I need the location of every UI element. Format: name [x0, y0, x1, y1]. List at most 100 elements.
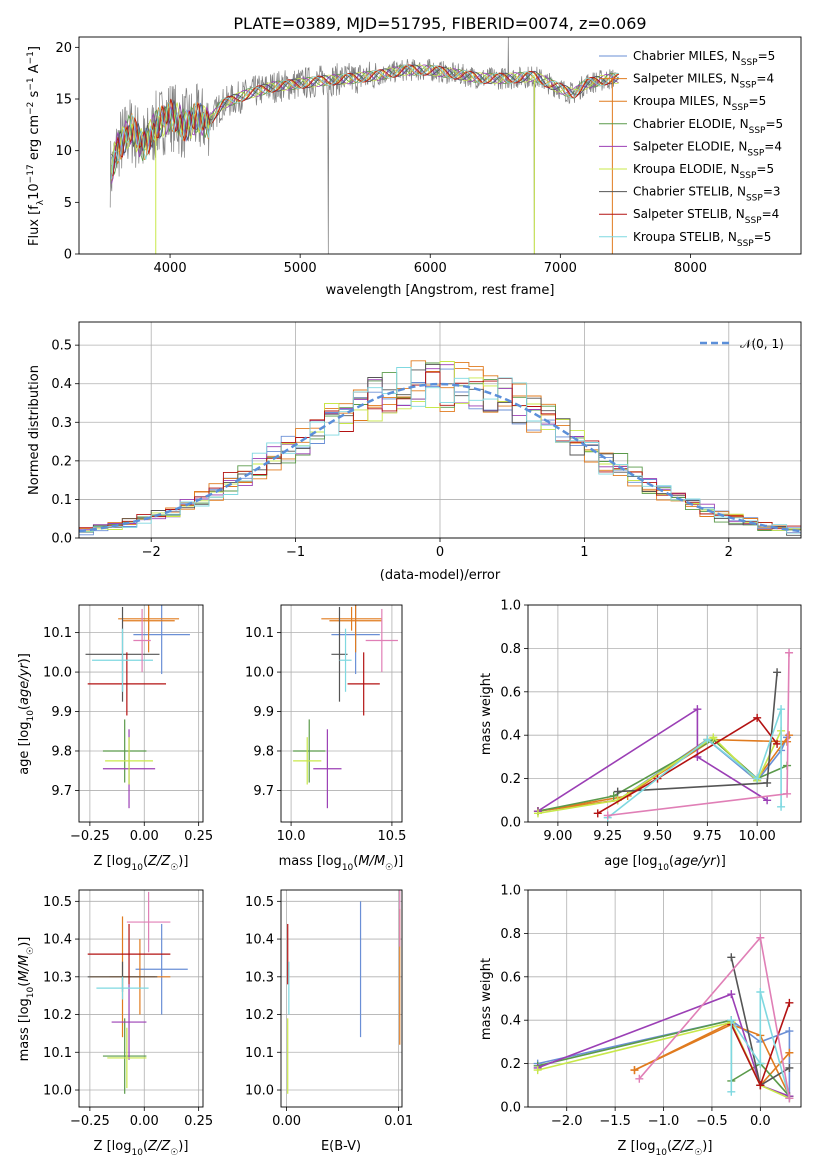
weight-marker-kroupa_stelib [753, 774, 762, 783]
weight-marker-chabrier_stelib [763, 778, 772, 787]
y-axis-label: Normed distribution [27, 365, 42, 495]
y-tick-label: 0.5 [51, 339, 72, 354]
plot-area [533, 933, 794, 1103]
histogram-kroupa_stelib [79, 367, 801, 534]
weight-marker-pink [603, 811, 612, 820]
x-axis-label-massweight-vs-age: age [log10(age/yr)] [604, 854, 726, 873]
plot-area [533, 648, 794, 822]
legend-label: Salpeter MILES, NSSP=4 [633, 72, 774, 91]
model-spectrum-chabrier_stelib [111, 64, 620, 164]
weight-marker-kroupa_miles [785, 731, 794, 740]
weight-marker-kroupa_stelib [777, 705, 786, 714]
x-tick-label: 0.00 [130, 1114, 159, 1129]
axes-frame [78, 604, 204, 823]
y-tick-label: 0.0 [500, 816, 521, 831]
y-tick-label: 9.7 [51, 784, 72, 799]
x-tick-label: 0.25 [184, 829, 213, 844]
legend-label: Chabrier STELIB, NSSP=3 [633, 185, 781, 204]
axes-frame [78, 321, 802, 539]
x-tick-label: −2.0 [551, 1114, 583, 1129]
weight-marker-kroupa_elodie [533, 809, 542, 818]
y-tick-label: 9.9 [253, 705, 274, 720]
x-tick-label: 0 [436, 545, 444, 560]
weight-marker-salpeter_stelib [773, 739, 782, 748]
panel-spectrum: 4000 5000 6000 7000 8000 0 5 10 15 20 [55, 36, 802, 276]
y-tick-label: 0.3 [51, 416, 72, 431]
legend-label: Kroupa MILES, NSSP=5 [633, 94, 766, 113]
panel-age_vs_Z: −0.25 0.00 0.25 9.7 9.8 9.9 10.0 10.1 [43, 604, 213, 844]
plot-area [293, 605, 398, 809]
weight-line-kroupa_stelib [607, 708, 782, 819]
weight-marker-kroupa_stelib [727, 1087, 736, 1096]
x-tick-label: 9.75 [693, 829, 722, 844]
x-tick-label: −0.25 [70, 829, 110, 844]
legend: Chabrier MILES, NSSP=5 Salpeter MILES, NS… [599, 49, 783, 249]
x-tick-label: −1 [286, 545, 305, 560]
weight-marker-kroupa_miles [630, 1066, 639, 1075]
y-tick-label: 15 [55, 93, 72, 108]
plot-area [85, 605, 190, 809]
y-tick-label: 0.8 [500, 927, 521, 942]
weight-marker-chabrier_miles [785, 1027, 794, 1036]
legend-label: Chabrier MILES, NSSP=5 [633, 49, 775, 68]
y-axis-label-mass: mass [log10(M/M☉)] [17, 937, 36, 1062]
y-tick-label: 9.8 [253, 744, 274, 759]
legend: 𝒩(0, 1) [700, 337, 784, 351]
x-tick-label: 10.5 [377, 829, 406, 844]
weight-marker-salpeter_miles [785, 1048, 794, 1057]
y-tick-label: 1.0 [500, 884, 521, 899]
x-tick-label: −1.5 [599, 1114, 631, 1129]
weight-marker-kroupa_stelib [777, 802, 786, 811]
x-tick-label: −2 [142, 545, 161, 560]
x-tick-label: 0.25 [184, 1114, 213, 1129]
y-tick-label: 10.3 [245, 970, 274, 985]
y-tick-label: 10.1 [245, 1046, 274, 1061]
x-tick-label: 10.0 [277, 829, 306, 844]
x-tick-label: 0.00 [130, 829, 159, 844]
x-tick-label: 7000 [544, 261, 577, 276]
weight-marker-pink [785, 1094, 794, 1103]
y-tick-label: 10.5 [245, 895, 274, 910]
y-tick-label: 10.1 [43, 626, 72, 641]
plot-area [109, 37, 620, 254]
axes-frame [527, 889, 802, 1108]
x-axis-label-age-vs-mass: mass [log10(M/M☉)] [279, 854, 404, 873]
y-tick-label: 10.5 [43, 895, 72, 910]
figure-title: PLATE=0389, MJD=51795, FIBERID=0074, z=0… [233, 14, 646, 33]
y-tick-label: 0.2 [500, 772, 521, 787]
weight-marker-kroupa_elodie [533, 1066, 542, 1075]
x-tick-label: 9.50 [643, 829, 672, 844]
legend-label: Kroupa ELODIE, NSSP=5 [633, 162, 774, 181]
y-tick-label: 0.1 [51, 493, 72, 508]
weight-marker-salpeter_elodie [693, 705, 702, 714]
x-tick-label: 8000 [674, 261, 707, 276]
y-tick-label: 10.0 [43, 666, 72, 681]
y-tick-label: 20 [55, 41, 72, 56]
y-tick-label: 1.0 [500, 599, 521, 614]
observed-spectrum [109, 37, 616, 254]
panel-mass_vs_ebv: 0.00 0.01 10.0 10.1 10.2 10.3 10.4 10.5 [245, 889, 413, 1129]
y-tick-label: 10 [55, 144, 72, 159]
weight-marker-salpeter_stelib [785, 998, 794, 1007]
y-tick-label: 10.1 [245, 626, 274, 641]
plot-area [287, 890, 401, 1094]
y-tick-label: 0.0 [500, 1101, 521, 1116]
y-tick-label: 0.4 [500, 729, 521, 744]
weight-marker-pink [785, 648, 794, 657]
plot-area [79, 360, 801, 536]
y-tick-label: 0.0 [51, 532, 72, 547]
weight-marker-kroupa_stelib [756, 1059, 765, 1068]
x-tick-label: 0.0 [750, 1114, 771, 1129]
weight-marker-salpeter_stelib [753, 713, 762, 722]
weight-marker-kroupa_elodie [709, 733, 718, 742]
x-axis-label: wavelength [Angstrom, rest frame] [326, 283, 555, 298]
y-tick-label: 10.4 [245, 933, 274, 948]
axes-frame [78, 889, 204, 1108]
panel-massweight_vs_age: 9.00 9.25 9.50 9.75 10.00 0.0 0.2 0.4 0.6 0.8 1.0 [500, 599, 802, 844]
weight-line-salpeter_stelib [597, 716, 778, 814]
legend-label: 𝒩(0, 1) [740, 337, 784, 351]
weight-marker-chabrier_stelib [773, 668, 782, 677]
legend-label: Chabrier ELODIE, NSSP=5 [633, 117, 783, 136]
y-tick-label: 10.2 [43, 1008, 72, 1023]
